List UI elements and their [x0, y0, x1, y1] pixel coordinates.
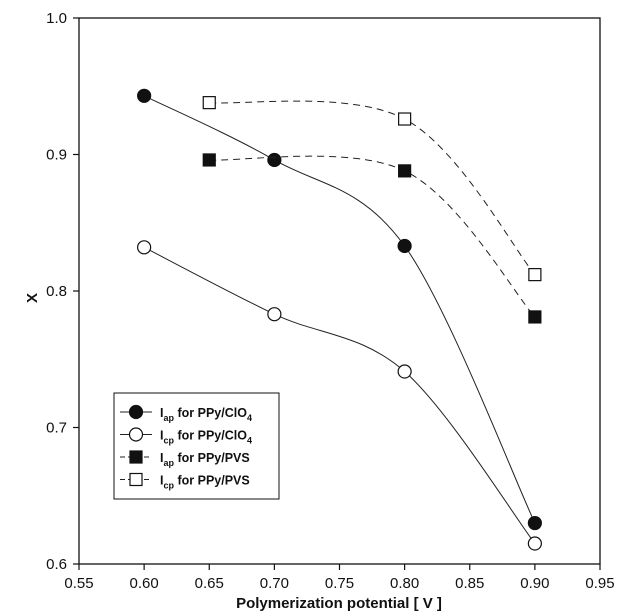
y-tick-label: 1.0 — [46, 10, 67, 27]
data-point — [398, 112, 412, 126]
legend-label: Icp for PPy/ClO4 — [160, 429, 252, 446]
series-2 — [202, 153, 542, 324]
data-point — [202, 153, 216, 167]
x-tick-label: 0.70 — [260, 575, 289, 592]
x-tick-label: 0.60 — [130, 575, 159, 592]
legend-label: Iap for PPy/PVS — [160, 451, 250, 468]
legend-marker — [129, 472, 143, 487]
legend-item: Icp for PPy/ClO4 — [120, 427, 252, 446]
data-point — [137, 88, 152, 103]
series-line — [209, 100, 536, 275]
series-line — [143, 95, 536, 524]
data-point — [397, 238, 412, 254]
legend: Iap for PPy/ClO4 Icp for PPy/ClO4 Iap for … — [113, 392, 280, 500]
data-point — [137, 240, 152, 255]
legend-items: Iap for PPy/ClO4 Icp for PPy/ClO4 Iap for … — [120, 404, 252, 491]
y-axis-ticks: 0.6 0.7 0.8 0.9 1.0 — [46, 10, 79, 573]
x-tick-label: 0.85 — [455, 575, 484, 592]
series-layer — [137, 88, 542, 551]
x-axis-ticks: 0.55 0.60 0.65 0.70 0.75 0.80 0.85 0.90 0.95 — [64, 564, 615, 592]
legend-item: Icp for PPy/PVS — [120, 472, 250, 491]
series-line — [143, 246, 536, 544]
legend-item: Iap for PPy/PVS — [120, 450, 250, 468]
data-point — [202, 96, 216, 110]
y-tick-label: 0.6 — [46, 556, 67, 573]
legend-label: Icp for PPy/PVS — [160, 474, 250, 491]
data-point — [397, 364, 412, 379]
x-axis-title: Polymerization potential [ V ] — [236, 595, 442, 612]
y-axis-title: X — [24, 293, 41, 303]
legend-item: Iap for PPy/ClO4 — [120, 404, 252, 423]
y-tick-label: 0.7 — [46, 420, 67, 437]
data-point — [527, 515, 542, 531]
legend-marker — [128, 427, 144, 442]
data-point — [398, 164, 412, 178]
series-1 — [137, 240, 542, 551]
data-point — [528, 268, 542, 282]
legend-marker — [128, 404, 144, 420]
x-tick-label: 0.90 — [520, 575, 549, 592]
legend-label: Iap for PPy/ClO4 — [160, 406, 252, 423]
x-tick-label: 0.95 — [585, 575, 614, 592]
x-tick-label: 0.80 — [390, 575, 419, 592]
data-point — [267, 307, 282, 322]
series-0 — [137, 88, 542, 531]
x-tick-label: 0.65 — [195, 575, 224, 592]
series-3 — [202, 96, 542, 282]
y-tick-label: 0.8 — [46, 283, 67, 300]
legend-marker — [129, 450, 143, 464]
y-tick-label: 0.9 — [46, 147, 67, 164]
data-point — [527, 536, 542, 551]
x-tick-label: 0.55 — [64, 575, 93, 592]
x-tick-label: 0.75 — [325, 575, 354, 592]
data-point — [267, 152, 282, 168]
data-point — [528, 310, 542, 324]
series-line — [209, 155, 536, 318]
